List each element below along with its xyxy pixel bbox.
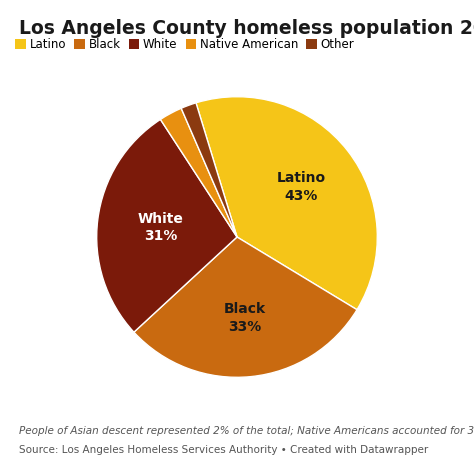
Wedge shape	[134, 237, 357, 377]
Wedge shape	[160, 108, 237, 237]
Text: Black
33%: Black 33%	[224, 302, 266, 334]
Wedge shape	[181, 103, 237, 237]
Legend: Latino, Black, White, Native American, Other: Latino, Black, White, Native American, O…	[15, 38, 355, 51]
Text: Los Angeles County homeless population 2024: Los Angeles County homeless population 2…	[19, 19, 474, 38]
Text: Source: Los Angeles Homeless Services Authority • Created with Datawrapper: Source: Los Angeles Homeless Services Au…	[19, 445, 428, 455]
Wedge shape	[97, 119, 237, 332]
Wedge shape	[196, 97, 377, 310]
Text: People of Asian descent represented 2% of the total; Native Americans accounted : People of Asian descent represented 2% o…	[19, 426, 474, 436]
Text: Latino
43%: Latino 43%	[277, 172, 326, 203]
Text: White
31%: White 31%	[137, 212, 183, 243]
